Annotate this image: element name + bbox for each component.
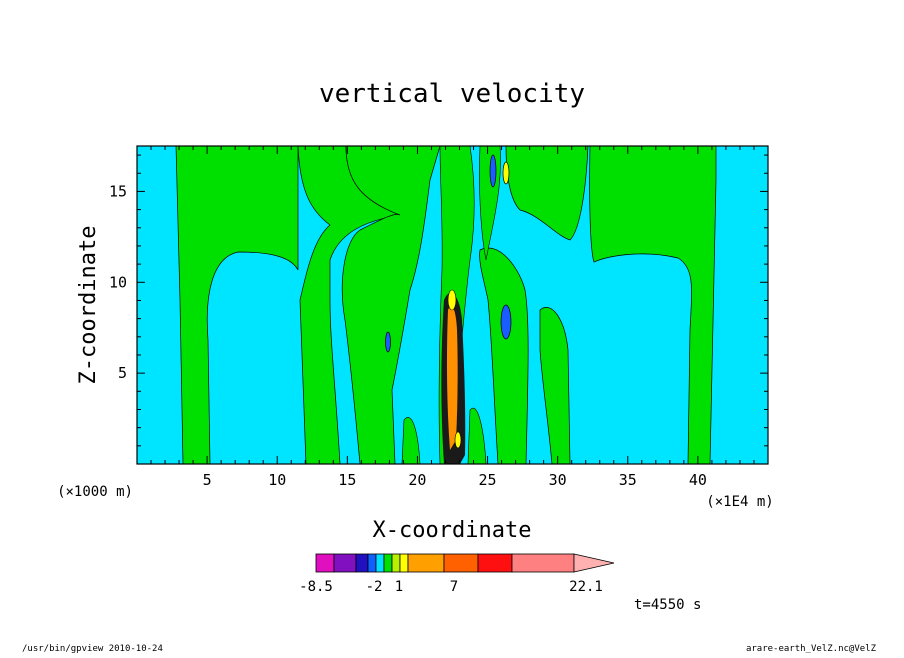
x-tick-label: 35 <box>619 471 637 489</box>
colorbar-swatch <box>383 553 393 573</box>
colorbar <box>315 553 615 573</box>
footer-left: /usr/bin/gpview 2010-10-24 <box>22 644 163 654</box>
chart-title: vertical velocity <box>319 79 585 109</box>
colorbar-tick-label: -8.5 <box>299 579 333 595</box>
footer-right: arare-earth_VelZ.nc@VelZ <box>746 644 877 654</box>
y-axis: 5 10 15 <box>109 154 768 447</box>
x-tick-label: 5 <box>203 471 212 489</box>
colorbar-swatch <box>367 553 377 573</box>
x-tick-label: 30 <box>549 471 567 489</box>
x-tick-label: 20 <box>408 471 426 489</box>
y-axis-label: Z-coordinate <box>76 226 101 385</box>
downdraft-cell-top <box>489 154 497 188</box>
x-tick-label: 15 <box>338 471 356 489</box>
core-yellow-bottom <box>454 431 462 449</box>
colorbar-tick-label: 22.1 <box>569 579 603 595</box>
colorbar-swatch <box>399 553 409 573</box>
x-unit-note: (×1000 m) <box>57 484 133 500</box>
colorbar-tick-label: 1 <box>395 579 403 595</box>
x-scale-note: (×1E4 m) <box>706 494 773 510</box>
x-axis-label: X-coordinate <box>373 518 532 543</box>
updraft-cell-top <box>502 161 510 185</box>
x-axis: 5 10 15 20 25 30 35 40 <box>150 146 755 489</box>
colorbar-swatch <box>375 553 385 573</box>
colorbar-swatch <box>391 553 401 573</box>
colorbar-extension <box>573 553 615 573</box>
colorbar-tick-label: -2 <box>366 579 383 595</box>
downdraft-cell-mid <box>500 304 512 340</box>
y-tick-label: 5 <box>118 364 127 382</box>
contour-band-right <box>589 145 717 465</box>
y-tick-label: 10 <box>109 273 127 291</box>
colorbar-swatch <box>315 553 335 573</box>
colorbar-swatch <box>477 553 513 573</box>
x-tick-label: 10 <box>268 471 286 489</box>
x-tick-label: 40 <box>689 471 707 489</box>
plot-area <box>136 145 769 465</box>
core-orange <box>446 306 458 450</box>
colorbar-swatch <box>355 553 369 573</box>
contour-band-left <box>175 145 299 465</box>
x-tick-label: 25 <box>479 471 497 489</box>
colorbar-labels: -8.5 -2 1 7 22.1 <box>299 579 603 595</box>
contour-band-center <box>341 145 441 465</box>
plot-frame <box>136 145 769 465</box>
colorbar-swatch <box>407 553 445 573</box>
core-yellow-top <box>447 289 457 311</box>
downdraft-cell-left <box>385 331 391 353</box>
colorbar-swatch <box>511 553 575 573</box>
time-label: t=4550 s <box>634 597 701 613</box>
colorbar-swatch <box>333 553 357 573</box>
colorbar-swatch <box>443 553 479 573</box>
colorbar-tick-label: 7 <box>450 579 458 595</box>
y-tick-label: 15 <box>109 182 127 200</box>
contour-band-upper-right <box>505 145 589 241</box>
